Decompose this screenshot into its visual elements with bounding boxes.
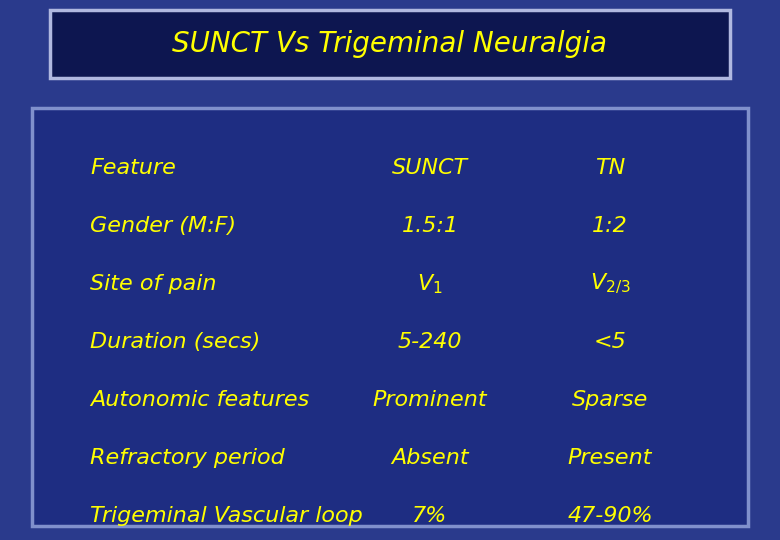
Text: Trigeminal Vascular loop: Trigeminal Vascular loop [90, 506, 363, 526]
Text: Autonomic features: Autonomic features [90, 390, 309, 410]
Text: Gender (M:F): Gender (M:F) [90, 216, 236, 236]
Text: Sparse: Sparse [572, 390, 648, 410]
Text: SUNCT: SUNCT [392, 158, 468, 178]
Text: 1.5:1: 1.5:1 [402, 216, 459, 236]
Text: Prominent: Prominent [373, 390, 488, 410]
Text: Duration (secs): Duration (secs) [90, 332, 261, 352]
Text: 1:2: 1:2 [592, 216, 628, 236]
Text: Refractory period: Refractory period [90, 448, 285, 468]
Text: $\mathit{V}_1$: $\mathit{V}_1$ [417, 272, 443, 296]
Text: 7%: 7% [413, 506, 448, 526]
Text: <5: <5 [594, 332, 626, 352]
FancyBboxPatch shape [32, 108, 748, 526]
Text: SUNCT Vs Trigeminal Neuralgia: SUNCT Vs Trigeminal Neuralgia [172, 30, 608, 58]
Text: 5-240: 5-240 [398, 332, 463, 352]
Text: $\mathit{V}_{2/3}$: $\mathit{V}_{2/3}$ [590, 272, 630, 296]
Text: TN: TN [595, 158, 625, 178]
Text: Present: Present [568, 448, 652, 468]
FancyBboxPatch shape [50, 10, 730, 78]
Text: Feature: Feature [90, 158, 176, 178]
Text: Site of pain: Site of pain [90, 274, 217, 294]
Text: Absent: Absent [392, 448, 469, 468]
Text: 47-90%: 47-90% [567, 506, 653, 526]
